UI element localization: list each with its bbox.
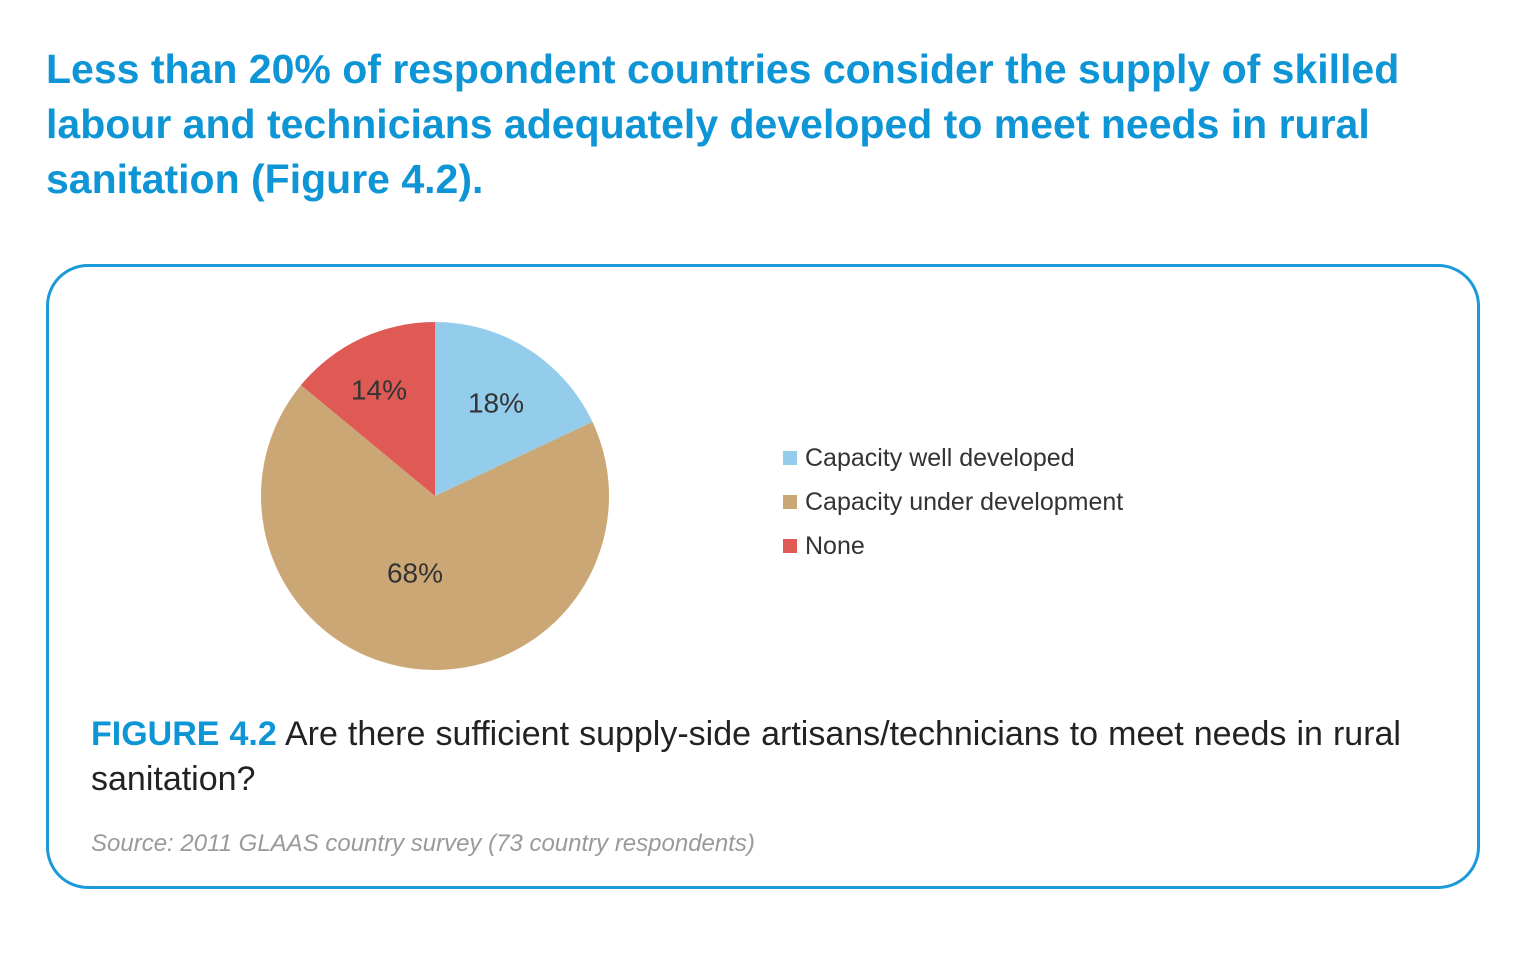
- legend-item: Capacity well developed: [783, 436, 1123, 480]
- pie-data-label: 14%: [351, 374, 407, 405]
- chart-legend: Capacity well developed Capacity under de…: [783, 436, 1123, 568]
- legend-item: Capacity under development: [783, 480, 1123, 524]
- legend-swatch: [783, 539, 797, 553]
- legend-label: Capacity well developed: [805, 443, 1075, 472]
- pie-slice-3: [300, 322, 435, 496]
- figure-label: FIGURE 4.2: [91, 715, 277, 753]
- figure-caption: FIGURE 4.2 Are there sufficient supply-s…: [91, 712, 1401, 802]
- pie-slice-2: [261, 385, 609, 671]
- pie-slice-1: [435, 322, 593, 496]
- pie-data-label: 68%: [387, 557, 443, 588]
- legend-swatch: [783, 495, 797, 509]
- source-note: Source: 2011 GLAAS country survey (73 co…: [91, 830, 755, 857]
- figure-caption-text: Are there sufficient supply-side artisan…: [91, 715, 1401, 798]
- legend-swatch: [783, 451, 797, 465]
- legend-item: None: [783, 524, 1123, 568]
- headline: Less than 20% of respondent countries co…: [46, 46, 1400, 202]
- figure-card: [46, 264, 1480, 889]
- legend-label: None: [805, 531, 865, 560]
- legend-label: Capacity under development: [805, 487, 1124, 516]
- pie-data-label: 18%: [468, 387, 524, 418]
